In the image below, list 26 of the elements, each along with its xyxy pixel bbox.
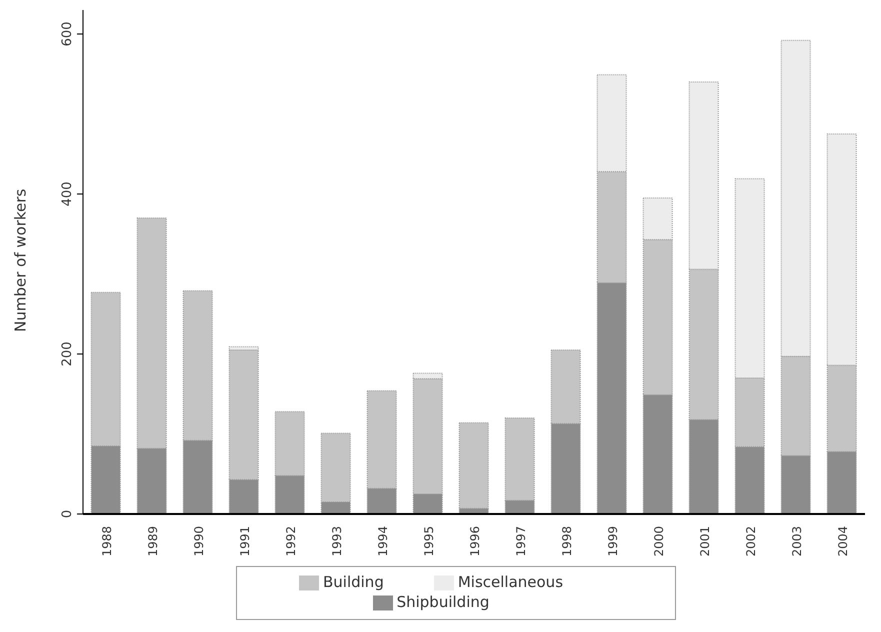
x-tick-label: 1988 bbox=[100, 526, 114, 557]
x-tick-label: 1993 bbox=[330, 526, 344, 557]
y-tick-label: 600 bbox=[60, 22, 75, 46]
y-axis-title: Number of workers bbox=[11, 188, 30, 332]
x-tick-label: 2000 bbox=[652, 526, 666, 557]
x-tick-label: 1995 bbox=[422, 526, 436, 557]
x-tick-label: 1991 bbox=[238, 526, 252, 557]
y-tick-label: 0 bbox=[60, 510, 75, 518]
x-tick-label: 2004 bbox=[836, 526, 850, 557]
x-tick-label: 1997 bbox=[514, 526, 528, 557]
x-tick-label: 1996 bbox=[468, 526, 482, 557]
legend-label: Building bbox=[322, 573, 384, 592]
x-tick-label: 1992 bbox=[284, 526, 298, 557]
x-tick-label: 2003 bbox=[790, 526, 804, 557]
x-tick-label: 2001 bbox=[698, 526, 712, 557]
legend-label: Shipbuilding bbox=[396, 593, 490, 612]
x-tick-label: 1989 bbox=[146, 526, 160, 557]
x-tick-label: 2002 bbox=[744, 526, 758, 557]
y-tick-label: 400 bbox=[60, 182, 75, 206]
x-tick-label: 1994 bbox=[376, 526, 390, 557]
x-tick-label: 1999 bbox=[606, 526, 620, 557]
x-tick-label: 1998 bbox=[560, 526, 574, 557]
bar bbox=[458, 422, 489, 509]
legend-label: Miscellaneous bbox=[458, 573, 564, 592]
y-tick-label: 200 bbox=[60, 342, 75, 366]
x-tick-label: 1990 bbox=[192, 526, 206, 557]
